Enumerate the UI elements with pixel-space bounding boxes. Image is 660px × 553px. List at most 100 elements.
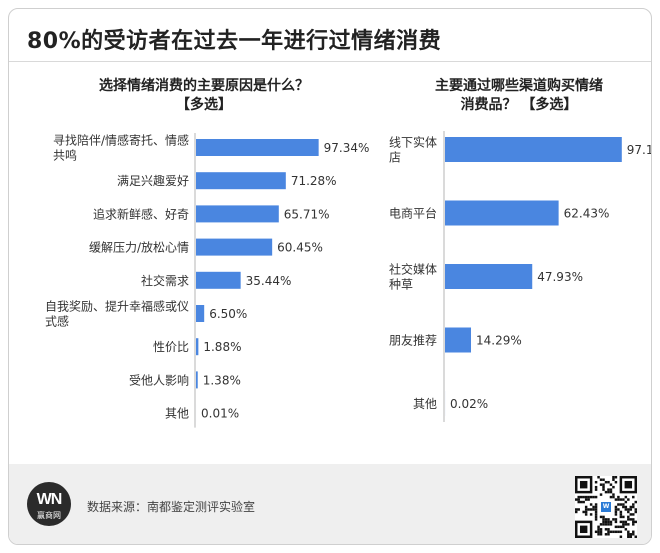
qr-module (577, 500, 580, 504)
qr-module (624, 508, 628, 511)
qr-module (619, 510, 623, 514)
qr-module (627, 523, 630, 526)
qr-center-badge-icon: W (599, 500, 613, 514)
qr-code-pattern (575, 476, 637, 538)
chart-1-bar-4 (196, 238, 273, 256)
qr-module (604, 523, 608, 526)
qr-module (617, 503, 620, 506)
qr-module (609, 483, 613, 486)
qr-module (592, 495, 595, 499)
qr-module (584, 495, 588, 499)
chart-1-category-label-8-line-1: 受他人影响 (129, 372, 189, 387)
chart-2-title-line-1: 主要通过哪些渠道购买情绪 (435, 78, 603, 94)
chart-1-bar-3 (196, 205, 279, 223)
qr-module (609, 520, 613, 524)
qr-module (632, 520, 635, 524)
chart-1-category-label-9-line-1: 其他 (165, 407, 189, 421)
qr-module (607, 530, 610, 534)
qr-finder-inner-1 (579, 480, 588, 489)
qr-module (602, 518, 605, 521)
qr-module (577, 498, 580, 501)
qr-module (577, 508, 580, 511)
qr-code-icon[interactable]: W (575, 476, 637, 538)
chart-1-category-label-3-line-1: 追求新鲜感、好奇 (93, 206, 189, 221)
qr-module (599, 493, 603, 496)
chart-1-value-label-5: 35.44% (246, 274, 292, 288)
chart-2-category-label-1-line-2: 店 (389, 151, 401, 165)
chart-2-category-label-1-line-1: 线下实体 (389, 135, 437, 150)
qr-module (627, 508, 630, 511)
qr-module (612, 478, 615, 481)
chart-1-category-label-4-line-1: 缓解压力/放松心情 (89, 240, 189, 255)
qr-module (582, 500, 585, 504)
qr-module (594, 530, 598, 534)
chart-2-value-label-2: 62.43% (564, 207, 610, 221)
qr-module (609, 523, 613, 526)
qr-module (614, 498, 618, 501)
qr-module (584, 508, 588, 511)
chart-2-category-label-3-line-1: 社交媒体 (389, 262, 437, 277)
qr-module (632, 523, 635, 526)
chart-1-value-label-6: 6.50% (209, 307, 247, 321)
qr-module (602, 488, 605, 491)
qr-module (622, 503, 625, 506)
qr-module (619, 530, 623, 534)
qr-module (597, 530, 600, 534)
qr-module (612, 485, 615, 489)
qr-module (587, 498, 590, 501)
qr-module (609, 530, 613, 534)
qr-module (607, 490, 610, 494)
qr-module (602, 485, 605, 489)
qr-module (584, 513, 588, 516)
chart-1-bar-6 (196, 305, 205, 322)
chart-1-bar-5 (196, 271, 241, 289)
qr-module (634, 520, 637, 524)
qr-module (614, 513, 618, 516)
qr-module (619, 515, 623, 519)
qr-module (614, 510, 618, 514)
qr-module (592, 508, 595, 511)
qr-module (619, 513, 623, 516)
qr-module (614, 518, 618, 521)
qr-module (614, 505, 618, 509)
qr-module (632, 513, 635, 516)
qr-module (627, 515, 630, 519)
qr-module (617, 525, 620, 529)
title-divider (9, 61, 651, 62)
qr-module (604, 533, 608, 536)
qr-module (592, 505, 595, 509)
qr-module (604, 518, 608, 521)
qr-module (609, 488, 613, 491)
qr-module (607, 480, 610, 484)
qr-module (622, 498, 625, 501)
qr-module (609, 490, 613, 494)
qr-module (594, 488, 598, 491)
logo-subtext: 赢商网 (37, 511, 61, 520)
qr-module (629, 533, 633, 536)
qr-module (584, 510, 588, 514)
qr-module (607, 488, 610, 491)
qr-module (617, 508, 620, 511)
qr-module (587, 508, 590, 511)
infographic-card: 80%的受访者在过去一年进行过情绪消费 选择情绪消费的主要原因是什么？ 【多选】… (8, 8, 652, 545)
qr-module (617, 495, 620, 499)
qr-module (602, 483, 605, 486)
qr-module (614, 508, 618, 511)
qr-module (594, 513, 598, 516)
data-source: 数据来源：南都鉴定测评实验室 (87, 500, 256, 514)
chart-2-value-label-5: 0.02% (450, 397, 488, 411)
chart-2-bar-3 (445, 264, 533, 289)
qr-module (609, 495, 613, 499)
qr-module (607, 520, 610, 524)
qr-module (614, 520, 618, 524)
qr-module (624, 520, 628, 524)
qr-module (599, 533, 603, 536)
qr-module (622, 523, 625, 526)
chart-2-category-label-5-line-1: 其他 (413, 397, 437, 411)
qr-module (584, 498, 588, 501)
chart-1-value-label-8: 1.38% (203, 373, 241, 387)
qr-module (629, 535, 633, 538)
qr-module (594, 495, 598, 499)
footer: WN 赢商网 数据来源：南都鉴定测评实验室 W (9, 464, 651, 544)
chart-1-bar-8 (196, 371, 198, 389)
